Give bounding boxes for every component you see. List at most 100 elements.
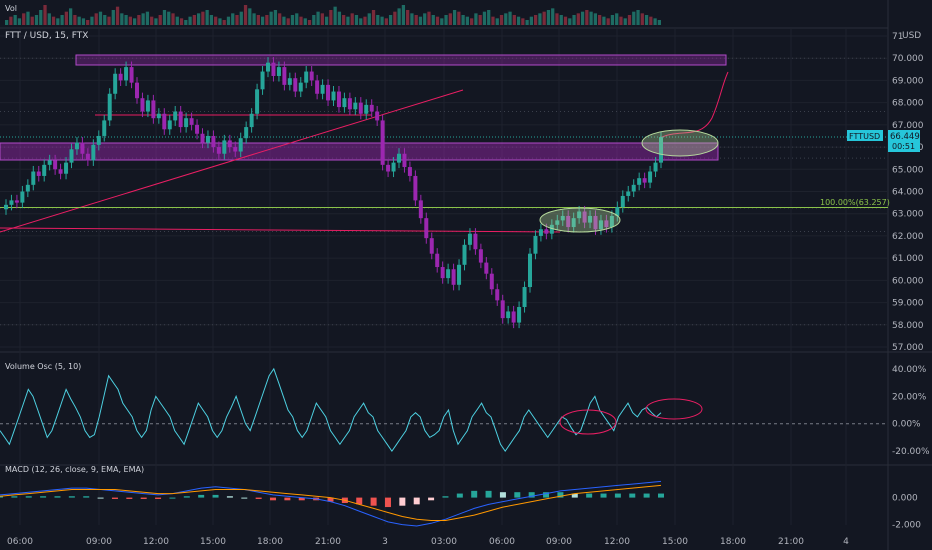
trendline-rising xyxy=(0,89,464,233)
macd-pane xyxy=(0,480,664,527)
volume-bar xyxy=(657,20,661,25)
candle-body xyxy=(74,142,79,150)
candle-body xyxy=(315,80,320,94)
volume-bar xyxy=(465,16,470,25)
volume-bar xyxy=(303,18,307,25)
candle-body xyxy=(544,229,549,234)
volume-bar xyxy=(273,10,278,25)
price-tick-label: 69.000 xyxy=(892,76,924,86)
candle-body xyxy=(244,127,249,139)
candle-body xyxy=(631,184,636,192)
macd-hist-bar xyxy=(40,496,47,498)
ticker-badge: FTTUSD xyxy=(849,132,880,141)
macd-hist-bar xyxy=(629,493,636,498)
volume-bar xyxy=(141,13,145,25)
osc-tick-label: 0.00% xyxy=(892,420,921,430)
volume-bar xyxy=(120,13,124,25)
macd-hist-bar xyxy=(198,494,205,498)
volume-bar xyxy=(239,11,243,25)
price-tick-label: 68.000 xyxy=(892,99,924,109)
macd-hist-bar xyxy=(327,497,334,502)
candle-body xyxy=(511,311,516,323)
volume-bar xyxy=(316,11,320,25)
fib-label: 100.00%(63.257) xyxy=(820,198,890,207)
volume-bar xyxy=(632,11,636,25)
volume-bar xyxy=(593,13,598,25)
volume-bar xyxy=(653,18,657,25)
macd-hist-bar xyxy=(284,497,291,501)
price-tick-label: 65.000 xyxy=(892,165,924,175)
volume-bar xyxy=(243,5,248,25)
candle-body xyxy=(582,211,587,223)
candle-body xyxy=(118,73,123,81)
candle-body xyxy=(31,171,36,185)
volume-bar xyxy=(269,11,273,25)
volume-bar xyxy=(499,15,504,25)
volume-bar xyxy=(461,15,465,25)
macd-hist-bar xyxy=(514,492,521,498)
volume-bar xyxy=(487,10,491,25)
volume-bar xyxy=(525,20,529,25)
candle-body xyxy=(446,269,451,279)
volume-bar xyxy=(154,18,158,25)
time-tick-label: 21:00 xyxy=(315,537,341,547)
volume-bar xyxy=(22,13,26,25)
volume-label: Vol xyxy=(5,4,17,13)
volume-bar xyxy=(397,8,401,26)
volume-bar xyxy=(619,16,623,25)
volume-bar xyxy=(504,13,508,25)
volume-bar xyxy=(47,13,51,25)
price-tick-label: 71 xyxy=(892,32,903,42)
volume-bar xyxy=(636,10,640,25)
macd-hist-bar xyxy=(212,494,219,498)
symbol-title: FTT / USD, 15, FTX xyxy=(5,31,88,41)
candle-body xyxy=(227,140,232,148)
time-tick-label: 4 xyxy=(843,537,849,547)
volume-bar xyxy=(546,10,551,25)
candle-body xyxy=(205,135,210,143)
volume-bar xyxy=(388,15,393,25)
candle-body xyxy=(162,113,167,130)
candle-body xyxy=(276,67,281,76)
volume-bar xyxy=(495,18,499,25)
volume-bar xyxy=(184,20,188,25)
volume-bar xyxy=(448,13,452,25)
candle-body xyxy=(222,140,227,154)
price-tick-label: 63.000 xyxy=(892,210,924,220)
volume-bar xyxy=(572,15,576,25)
candle-body xyxy=(642,178,647,183)
volume-bar xyxy=(56,18,60,25)
candle-body xyxy=(266,62,270,72)
candle-body xyxy=(380,120,385,165)
candle-body xyxy=(58,169,63,174)
candle-body xyxy=(309,71,314,81)
volume-bar xyxy=(77,16,81,25)
macd-hist-bar xyxy=(399,497,406,506)
volume-bar xyxy=(222,20,226,25)
candle-body xyxy=(287,78,292,85)
candle-body xyxy=(298,82,303,92)
volume-osc-title: Volume Osc (5, 10) xyxy=(5,362,81,371)
volume-bar xyxy=(640,13,644,25)
last-price-badge: FTTUSD 66.449 00:51 xyxy=(847,130,920,152)
candle-body xyxy=(85,153,90,161)
volume-bar xyxy=(205,10,209,25)
candle-body xyxy=(489,273,494,290)
price-tick-label: 64.000 xyxy=(892,188,924,198)
volume-bar xyxy=(516,16,521,25)
volume-bar xyxy=(86,20,90,25)
macd-hist-bar xyxy=(456,493,463,498)
volume-bar xyxy=(81,18,86,25)
macd-hist-bar xyxy=(571,493,578,498)
macd-tick-label: -2.000 xyxy=(892,521,921,531)
volume-bar xyxy=(175,16,179,25)
candle-body xyxy=(25,184,30,192)
volume-bars xyxy=(5,5,661,26)
macd-hist-bar xyxy=(183,496,190,498)
volume-bar xyxy=(491,16,495,25)
highlight-ellipse-consolidation xyxy=(539,207,621,233)
candle-body xyxy=(47,160,52,165)
candle-body xyxy=(533,235,538,254)
volume-bar xyxy=(337,11,342,25)
